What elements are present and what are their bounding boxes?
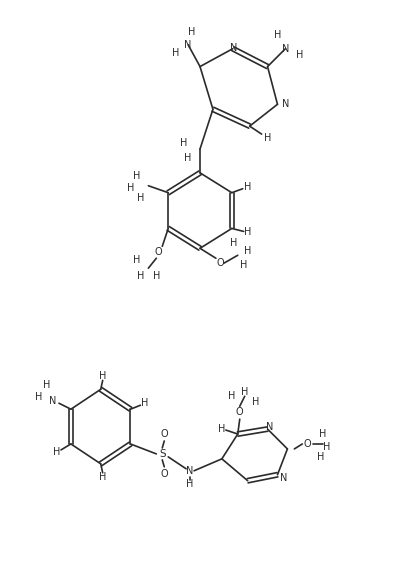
Text: H: H — [320, 429, 327, 439]
Text: H: H — [186, 478, 194, 489]
Text: H: H — [274, 30, 281, 40]
Text: O: O — [303, 439, 311, 449]
Text: H: H — [318, 452, 325, 462]
Text: H: H — [153, 271, 160, 281]
Text: H: H — [244, 227, 252, 237]
Text: H: H — [137, 271, 144, 281]
Text: H: H — [184, 153, 192, 163]
Text: H: H — [240, 260, 247, 270]
Text: H: H — [36, 392, 43, 402]
Text: N: N — [266, 422, 273, 432]
Text: H: H — [228, 392, 235, 402]
Text: N: N — [186, 465, 194, 476]
Text: H: H — [241, 387, 248, 397]
Text: H: H — [188, 27, 196, 37]
Text: O: O — [154, 247, 162, 257]
Text: N: N — [282, 99, 289, 109]
Text: O: O — [160, 469, 168, 479]
Text: H: H — [252, 397, 259, 407]
Text: H: H — [127, 183, 134, 193]
Text: H: H — [141, 398, 148, 408]
Text: H: H — [137, 193, 144, 203]
Text: O: O — [160, 429, 168, 439]
Text: H: H — [99, 472, 107, 482]
Text: N: N — [230, 43, 237, 53]
Text: S: S — [159, 449, 166, 459]
Text: H: H — [324, 442, 331, 452]
Text: H: H — [133, 255, 140, 265]
Text: N: N — [280, 473, 287, 483]
Text: N: N — [282, 43, 289, 53]
Text: H: H — [230, 238, 237, 248]
Text: H: H — [264, 133, 271, 143]
Text: O: O — [236, 407, 243, 417]
Text: H: H — [181, 138, 188, 148]
Text: H: H — [244, 182, 252, 192]
Text: H: H — [43, 380, 51, 390]
Text: O: O — [216, 258, 224, 268]
Text: N: N — [184, 40, 192, 50]
Text: H: H — [244, 247, 252, 257]
Text: H: H — [133, 171, 140, 181]
Text: H: H — [99, 372, 107, 382]
Text: H: H — [218, 424, 226, 434]
Text: H: H — [173, 48, 180, 58]
Text: H: H — [296, 50, 303, 60]
Text: H: H — [53, 447, 61, 457]
Text: N: N — [49, 396, 57, 406]
